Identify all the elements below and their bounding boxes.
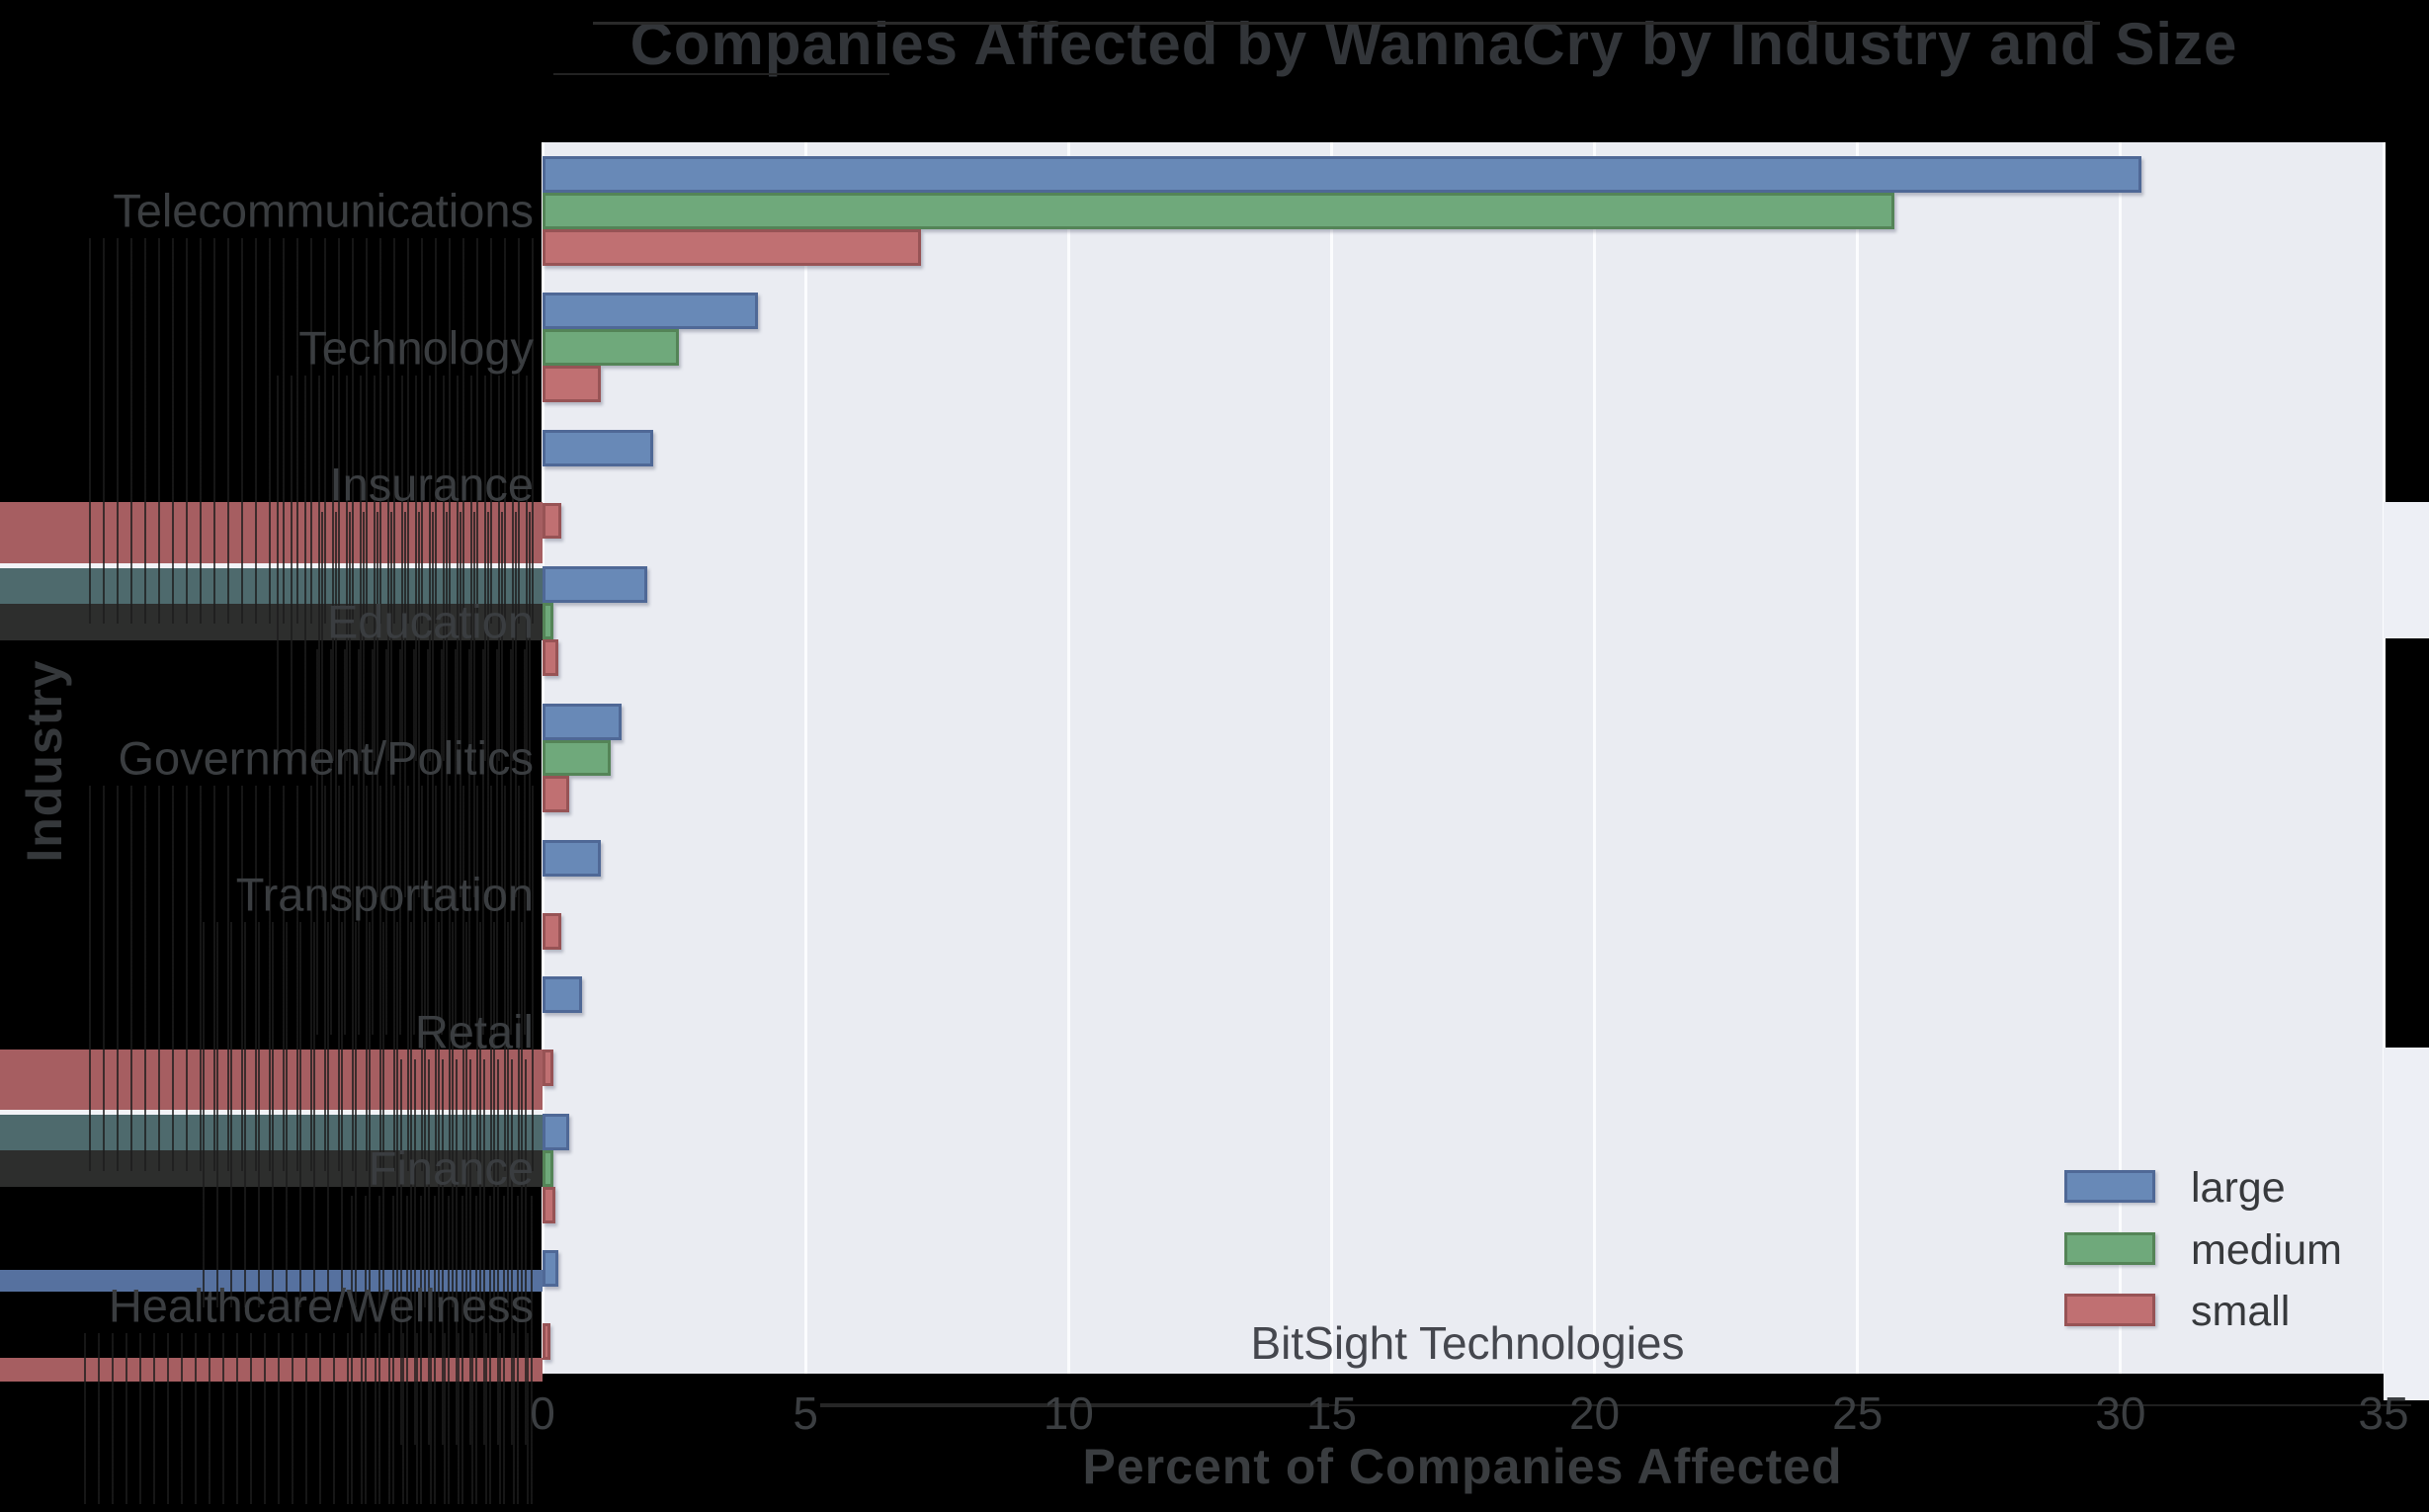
bar-technology-large (543, 293, 759, 330)
legend-label-medium: medium (2191, 1225, 2342, 1274)
gridline-x-30 (2119, 142, 2123, 1374)
bar-government-politics-small (543, 776, 569, 813)
bar-transportation-large (543, 840, 601, 877)
bar-telecommunications-large (543, 155, 2142, 193)
y-tick-label-finance: Finance (368, 1141, 534, 1195)
artifact-band-right (2384, 1048, 2429, 1400)
y-tick-label-transportation: Transportation (235, 868, 534, 921)
bar-insurance-large (543, 429, 653, 466)
legend-swatch-large (2064, 1170, 2155, 1203)
bar-telecommunications-small (543, 228, 922, 266)
bar-education-small (543, 639, 558, 676)
bar-telecommunications-medium (543, 192, 1894, 229)
gridline-x-25 (1856, 142, 1860, 1374)
x-tick-label-30: 30 (2095, 1387, 2146, 1439)
artifact-band-right (2384, 502, 2429, 638)
y-tick-label-education: Education (326, 595, 534, 648)
bar-retail-large (543, 976, 582, 1014)
watermark-text: BitSight Technologies (1250, 1317, 1685, 1369)
gridline-x-5 (803, 142, 807, 1374)
y-tick-label-retail: Retail (414, 1005, 534, 1058)
legend-label-small: small (2191, 1288, 2291, 1335)
x-tick-label-25: 25 (1832, 1387, 1884, 1439)
x-tick-label-0: 0 (530, 1387, 555, 1439)
bar-retail-small (543, 1050, 553, 1087)
gridline-x-15 (1329, 142, 1333, 1374)
x-axis-title: Percent of Companies Affected (1082, 1439, 1843, 1494)
bar-insurance-small (543, 502, 561, 540)
bar-finance-small (543, 1186, 556, 1223)
x-tick-label-20: 20 (1568, 1387, 1621, 1439)
bar-education-large (543, 566, 648, 604)
y-tick-label-healthcare-wellness: Healthcare/Wellness (108, 1279, 534, 1332)
y-tick-label-technology: Technology (298, 321, 534, 375)
bar-healthcare-wellness-small (543, 1323, 550, 1361)
title-artifact-line (553, 73, 889, 75)
legend-swatch-small (2064, 1294, 2155, 1326)
bar-transportation-small (543, 912, 561, 950)
legend-label-large: large (2191, 1164, 2286, 1212)
chart-title: Companies Affected by WannaCry by Indust… (629, 11, 2238, 77)
gridline-x-10 (1066, 142, 1070, 1374)
y-tick-label-government-politics: Government/Politics (118, 731, 534, 785)
bar-government-politics-medium (543, 739, 612, 777)
x-tick-label-5: 5 (793, 1387, 818, 1439)
y-tick-label-telecommunications: Telecommunications (113, 184, 534, 237)
tick-row-artifact-line (1329, 1404, 2411, 1406)
gridline-x-20 (1593, 142, 1597, 1374)
x-tick-label-15: 15 (1305, 1387, 1358, 1439)
x-tick-label-10: 10 (1043, 1387, 1094, 1439)
bar-healthcare-wellness-large (543, 1250, 558, 1288)
tick-row-artifact-line (820, 1403, 1329, 1407)
plot-area (541, 142, 2386, 1374)
bar-education-medium (543, 603, 553, 639)
y-tick-label-insurance: Insurance (329, 458, 534, 511)
legend-swatch-medium (2064, 1231, 2155, 1265)
bar-technology-small (543, 366, 601, 403)
bar-finance-large (543, 1113, 569, 1150)
bar-government-politics-large (543, 703, 622, 740)
x-tick-label-35: 35 (2358, 1387, 2409, 1439)
y-axis-title: Industry (17, 659, 72, 863)
title-artifact-line (593, 22, 2100, 25)
bar-technology-medium (543, 329, 680, 367)
label-smear-artifact (84, 1332, 534, 1504)
bar-finance-medium (543, 1149, 553, 1187)
gridline-x-35 (2382, 142, 2386, 1374)
